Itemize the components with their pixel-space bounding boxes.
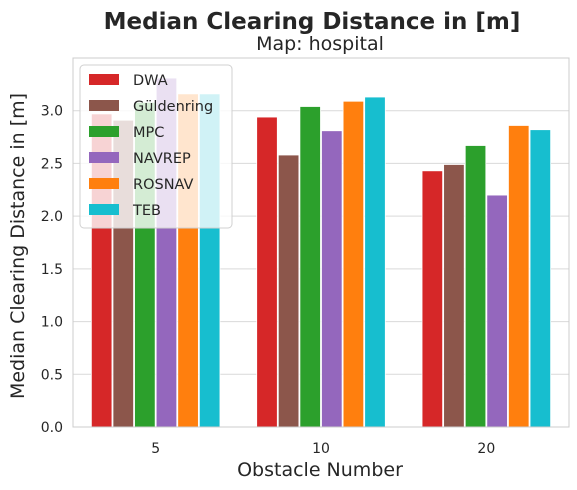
legend-label: ROSNAV (133, 177, 194, 193)
y-tick-label: 3.0 (41, 104, 63, 120)
legend-swatch-teb (89, 204, 119, 215)
chart-subtitle: Map: hospital (256, 33, 384, 55)
y-tick-label: 0.0 (41, 420, 63, 436)
x-tick-label: 10 (312, 441, 330, 457)
bar-navrep-20 (486, 194, 508, 428)
bar-mpc-20 (464, 145, 487, 428)
legend-label: DWA (133, 73, 168, 89)
bar-dwa-20 (421, 170, 444, 428)
legend-swatch-g-ldenring (89, 100, 119, 111)
plot-area: 0.0 0.5 1.0 1.5 2.0 2.5 3.0 5 10 20 DWA Güldenring M… (41, 57, 570, 457)
bar-g-ldenring-20 (443, 164, 465, 428)
bar-mpc-10 (299, 106, 321, 428)
bar-teb-10 (364, 96, 386, 428)
x-tick-label: 20 (477, 441, 495, 457)
legend-swatch-dwa (89, 74, 119, 85)
legend-swatch-mpc (89, 126, 119, 137)
bar-g-ldenring-10 (277, 154, 300, 428)
legend: DWA Güldenring MPC NAVREP ROSNAV TEB (79, 64, 233, 229)
y-tick-label: 2.5 (41, 156, 63, 172)
plot-frame (72, 57, 570, 428)
y-tick-label: 1.5 (41, 262, 63, 278)
legend-label: MPC (133, 125, 164, 141)
bar-dwa-10 (256, 116, 278, 428)
y-tick-label: 0.5 (41, 367, 63, 383)
legend-label: TEB (132, 203, 161, 219)
y-tick-label: 1.0 (41, 315, 63, 331)
y-axis-label: Median Clearing Distance in [m] (7, 93, 29, 399)
chart-title: Median Clearing Distance in [m] (104, 9, 521, 35)
bar-teb-20 (529, 129, 552, 428)
x-tick-label: 5 (151, 441, 160, 457)
y-tick-label: 2.0 (41, 209, 63, 225)
legend-label: Güldenring (133, 99, 213, 115)
bar-navrep-10 (321, 130, 343, 428)
bar-rosnav-10 (342, 100, 365, 428)
x-axis-label: Obstacle Number (237, 459, 403, 481)
legend-label: NAVREP (133, 151, 191, 167)
bar-rosnav-20 (508, 125, 530, 428)
legend-swatch-navrep (89, 152, 119, 163)
legend-swatch-rosnav (89, 178, 119, 189)
